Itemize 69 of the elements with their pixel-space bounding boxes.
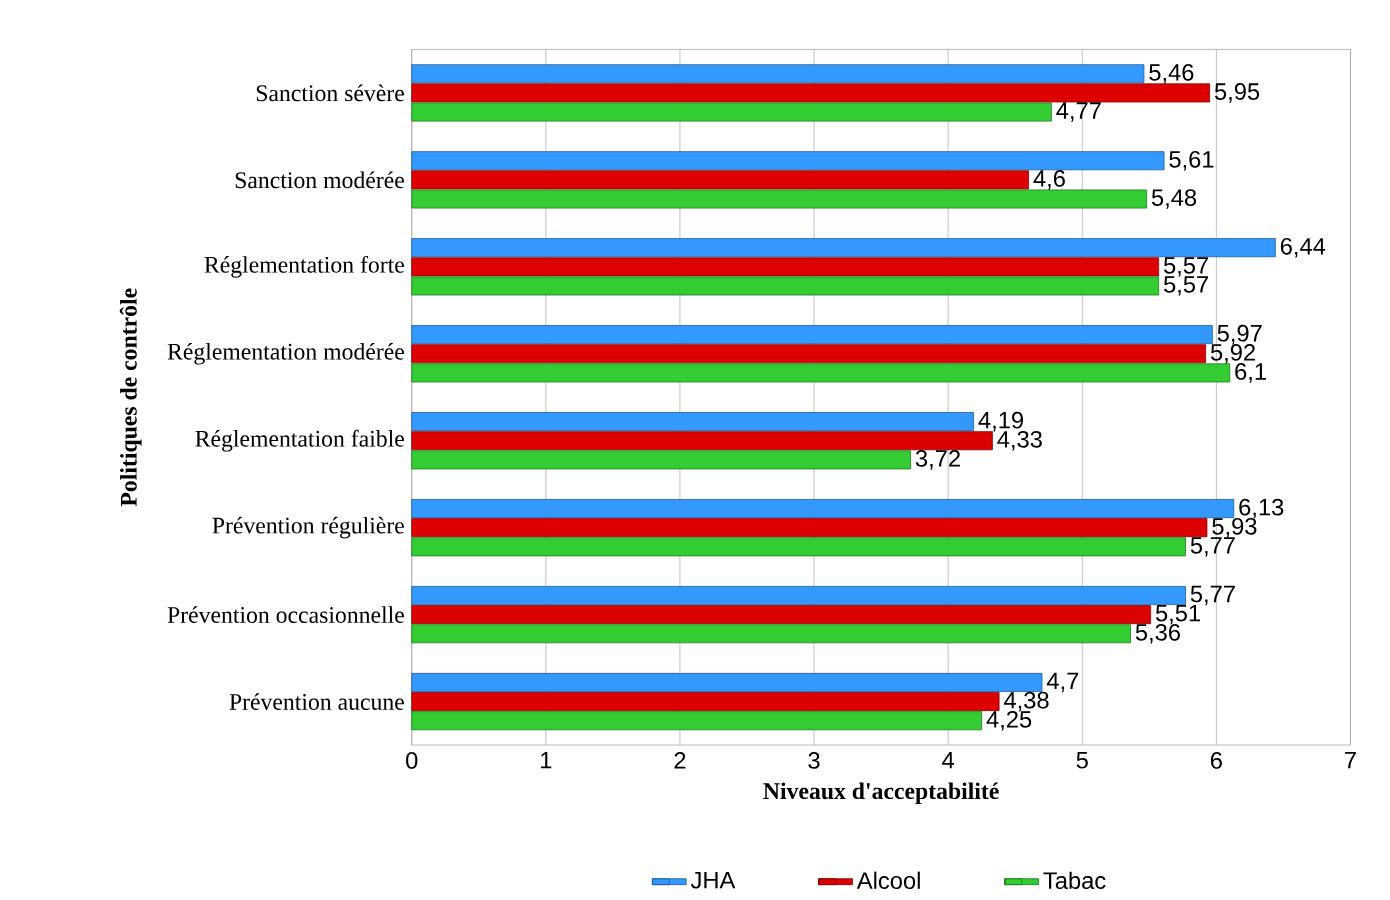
data-label: 5,61 bbox=[1169, 151, 1214, 171]
x-tick-label: 3 bbox=[808, 752, 820, 769]
x-tick-label: 0 bbox=[406, 752, 418, 769]
data-label: 4,25 bbox=[986, 711, 1032, 731]
data-label: 3,72 bbox=[915, 450, 960, 470]
bar bbox=[411, 673, 1043, 693]
bar bbox=[411, 431, 993, 451]
bar bbox=[411, 450, 911, 470]
y-tick-label: Sanction sévère bbox=[256, 84, 404, 102]
x-tick-label: 1 bbox=[541, 752, 552, 769]
bar bbox=[411, 605, 1152, 625]
data-label: 5,97 bbox=[1217, 325, 1262, 345]
data-label: 4,19 bbox=[978, 411, 1023, 432]
bar bbox=[411, 586, 1186, 606]
bar bbox=[411, 276, 1160, 296]
bar bbox=[411, 518, 1208, 538]
data-label: 4,38 bbox=[1004, 691, 1049, 712]
data-label: 5,51 bbox=[1155, 605, 1200, 625]
y-tick-label: Prévention régulière bbox=[212, 517, 404, 539]
y-tick-label: Réglementation faible bbox=[195, 429, 404, 452]
bar bbox=[411, 238, 1276, 258]
bar bbox=[411, 537, 1186, 557]
bar bbox=[411, 170, 1030, 190]
bar bbox=[411, 83, 1211, 103]
x-axis-title: Niveaux d'acceptabilité bbox=[763, 782, 999, 805]
data-label: 4,33 bbox=[997, 431, 1042, 451]
data-label: 4,77 bbox=[1056, 102, 1101, 122]
bar bbox=[411, 257, 1160, 277]
y-tick-label: Prévention occasionnelle bbox=[167, 606, 404, 624]
bar bbox=[411, 692, 1000, 712]
data-label: 4,7 bbox=[1046, 672, 1079, 693]
y-tick-label: Réglementation modérée bbox=[167, 343, 404, 365]
x-tick-label: 7 bbox=[1345, 752, 1356, 769]
y-tick-label: Réglementation forte bbox=[204, 256, 404, 278]
data-label: 5,46 bbox=[1149, 64, 1194, 84]
bar bbox=[411, 499, 1235, 519]
data-label: 4,6 bbox=[1033, 170, 1065, 190]
x-tick-label: 2 bbox=[674, 752, 686, 769]
bar bbox=[411, 64, 1145, 84]
bar bbox=[411, 412, 975, 432]
data-label: 6,1 bbox=[1235, 363, 1266, 383]
legend-label: Tabac bbox=[1043, 871, 1106, 890]
bar bbox=[411, 363, 1231, 383]
bar bbox=[411, 711, 983, 731]
data-label: 5,57 bbox=[1164, 257, 1208, 277]
bar bbox=[411, 325, 1213, 345]
bar bbox=[411, 344, 1207, 364]
data-label: 5,95 bbox=[1214, 83, 1260, 103]
bar bbox=[411, 102, 1052, 122]
data-label: 5,77 bbox=[1190, 586, 1235, 606]
y-tick-label: Prévention aucune bbox=[229, 693, 404, 711]
y-axis-title: Politiques de contrôle bbox=[119, 288, 142, 507]
data-label: 5,57 bbox=[1164, 276, 1208, 296]
x-tick-label: 4 bbox=[942, 752, 955, 769]
y-tick-label: Sanction modérée bbox=[235, 171, 404, 189]
data-label: 5,77 bbox=[1190, 537, 1235, 557]
data-label: 5,92 bbox=[1210, 344, 1255, 364]
data-label: 5,48 bbox=[1151, 189, 1197, 209]
data-label: 6,13 bbox=[1239, 498, 1284, 519]
legend-label: JHA bbox=[690, 872, 736, 889]
bar bbox=[411, 624, 1131, 644]
x-tick-label: 6 bbox=[1210, 752, 1222, 769]
data-label: 6,44 bbox=[1280, 238, 1326, 258]
x-tick-label: 5 bbox=[1076, 752, 1088, 769]
data-label: 5,36 bbox=[1135, 624, 1180, 644]
data-label: 5,93 bbox=[1212, 518, 1257, 538]
bar bbox=[411, 189, 1148, 209]
bar bbox=[411, 151, 1165, 171]
legend-label: Alcool bbox=[856, 871, 920, 890]
